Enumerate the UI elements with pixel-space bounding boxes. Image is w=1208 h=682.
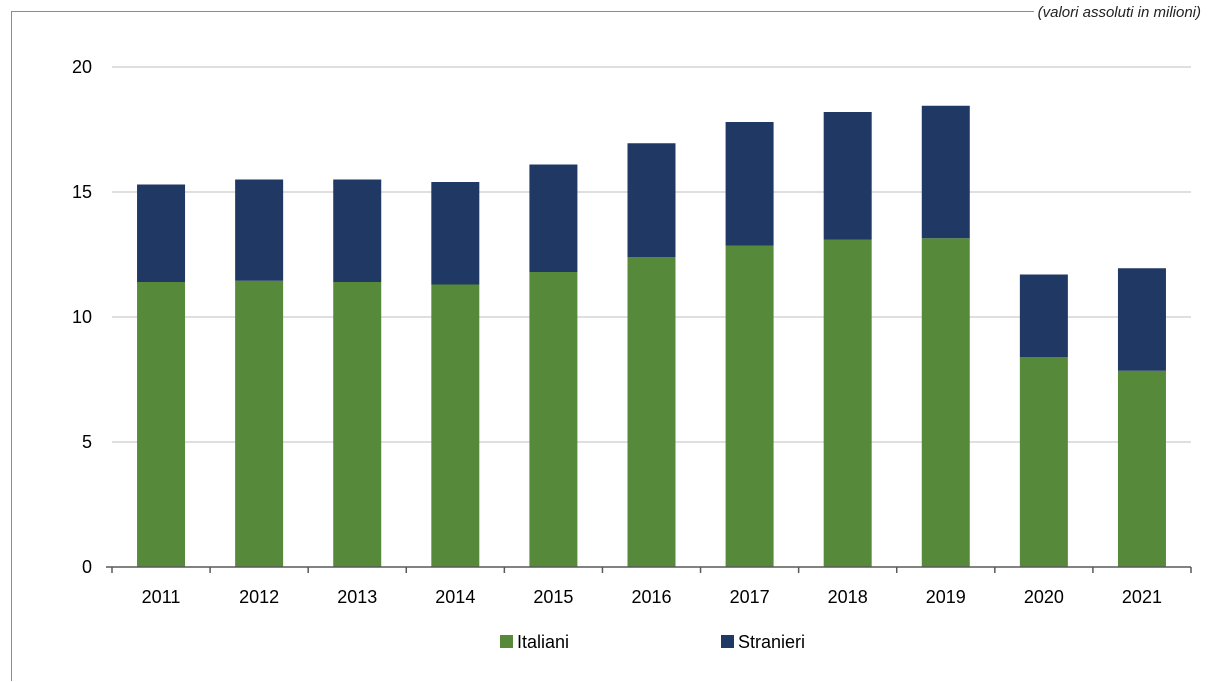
bar-stranieri-2016: [627, 143, 676, 257]
bar-italiani-2019: [921, 238, 970, 567]
y-tick-label: 0: [82, 557, 92, 577]
bar-italiani-2017: [725, 245, 774, 567]
chart-unit-note: (valori assoluti in milioni): [1033, 4, 1201, 21]
x-tick-label: 2021: [1122, 587, 1162, 607]
bar-stranieri-2011: [137, 184, 186, 282]
bar-stranieri-2014: [431, 182, 480, 285]
y-tick-label: 20: [72, 57, 92, 77]
bar-italiani-2013: [333, 282, 382, 567]
legend-label-stranieri: Stranieri: [738, 632, 805, 652]
y-tick-label: 15: [72, 182, 92, 202]
bar-italiani-2021: [1117, 370, 1166, 567]
bar-stranieri-2013: [333, 179, 382, 282]
x-tick-label: 2018: [828, 587, 868, 607]
legend-swatch-stranieri: [721, 635, 734, 648]
bar-italiani-2011: [137, 282, 186, 567]
y-tick-label: 10: [72, 307, 92, 327]
bar-italiani-2015: [529, 272, 578, 567]
bar-italiani-2016: [627, 257, 676, 567]
x-tick-label: 2016: [631, 587, 671, 607]
legend-label-italiani: Italiani: [517, 632, 569, 652]
bar-stranieri-2017: [725, 122, 774, 246]
x-tick-label: 2012: [239, 587, 279, 607]
x-tick-label: 2017: [730, 587, 770, 607]
bar-italiani-2014: [431, 284, 480, 567]
bar-stranieri-2012: [235, 179, 284, 281]
bar-italiani-2018: [823, 239, 872, 567]
x-tick-label: 2019: [926, 587, 966, 607]
x-tick-label: 2020: [1024, 587, 1064, 607]
bar-stranieri-2021: [1117, 268, 1166, 371]
bar-stranieri-2020: [1019, 274, 1068, 357]
x-tick-label: 2014: [435, 587, 475, 607]
x-tick-label: 2011: [142, 587, 181, 607]
bar-italiani-2020: [1019, 357, 1068, 567]
bar-stranieri-2018: [823, 112, 872, 240]
bar-stranieri-2015: [529, 164, 578, 272]
chart-frame: 0 5 10 15 20 2011 2012 2013 2014 2015 2016 2017 2018…: [11, 4, 1201, 681]
y-tick-label: 5: [82, 432, 92, 452]
x-tick-label: 2015: [533, 587, 573, 607]
x-tick-label: 2013: [337, 587, 377, 607]
bar-stranieri-2019: [921, 105, 970, 239]
legend-swatch-italiani: [500, 635, 513, 648]
stacked-bar-chart: 0 5 10 15 20 2011 2012 2013 2014 2015 2016 2017 2018…: [72, 57, 1192, 652]
bar-italiani-2012: [235, 280, 284, 567]
